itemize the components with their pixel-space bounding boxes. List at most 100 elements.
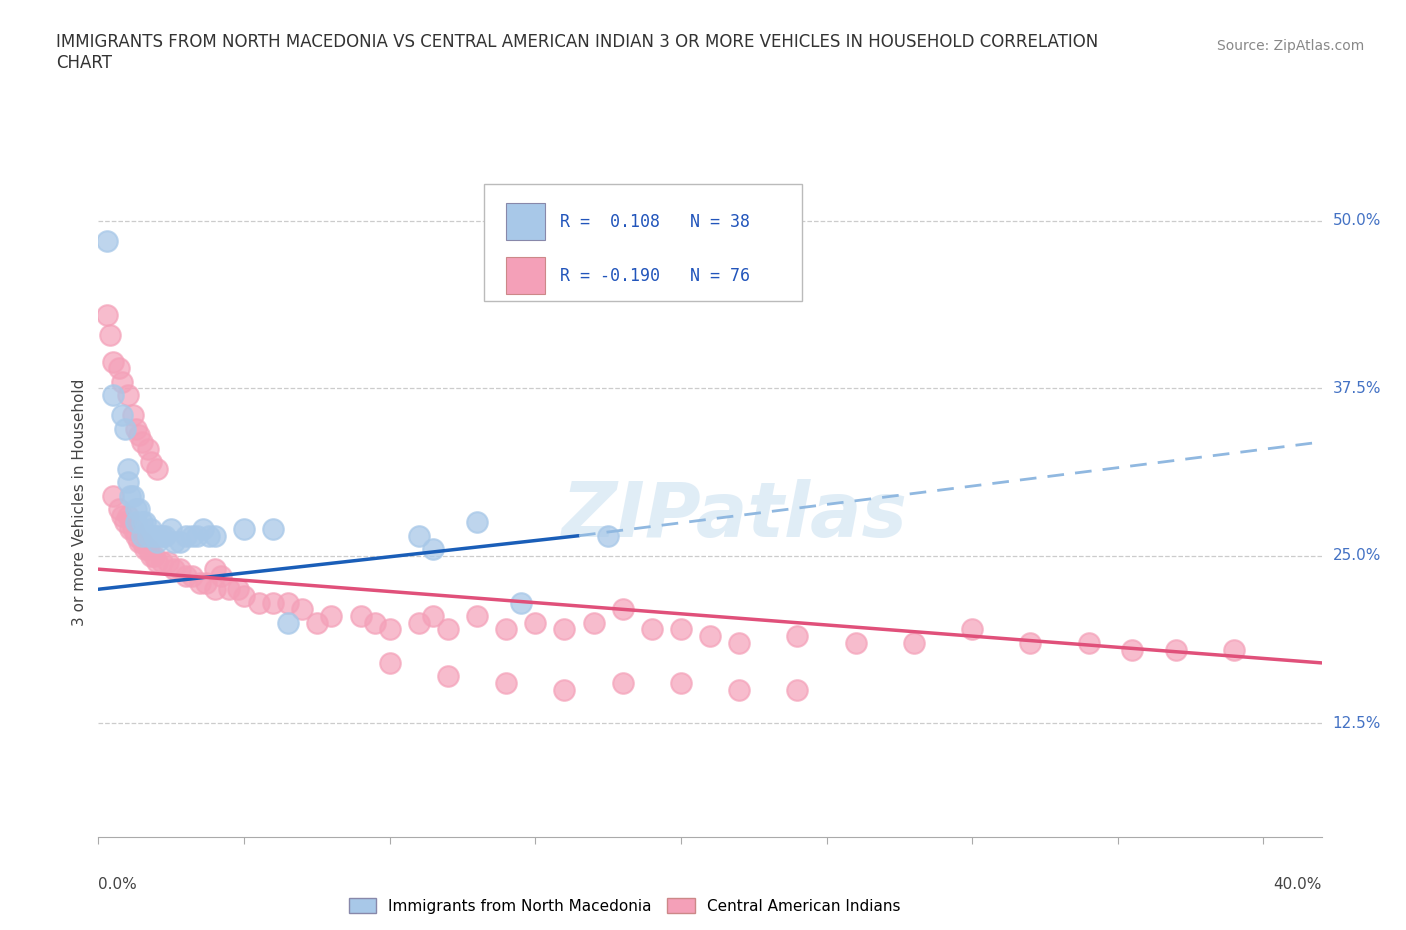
Point — [120, 488, 142, 503]
Point — [408, 528, 430, 543]
Point — [134, 515, 156, 530]
Point — [495, 622, 517, 637]
Point — [437, 669, 460, 684]
Point — [145, 528, 167, 543]
Point — [960, 622, 983, 637]
Point — [122, 522, 145, 537]
Text: R = -0.190   N = 76: R = -0.190 N = 76 — [560, 267, 749, 285]
Point — [596, 528, 619, 543]
Point — [553, 622, 575, 637]
Point — [1019, 635, 1042, 650]
Point — [1121, 642, 1143, 657]
Point — [204, 562, 226, 577]
Point — [152, 528, 174, 543]
Point — [422, 608, 444, 623]
Point — [305, 616, 328, 631]
Point — [612, 602, 634, 617]
Text: 12.5%: 12.5% — [1333, 716, 1381, 731]
Text: 40.0%: 40.0% — [1274, 877, 1322, 892]
FancyBboxPatch shape — [506, 204, 546, 240]
Point — [378, 622, 401, 637]
Point — [136, 441, 159, 456]
Point — [641, 622, 664, 637]
FancyBboxPatch shape — [506, 257, 546, 294]
Text: ZIPatlas: ZIPatlas — [561, 479, 907, 552]
Point — [163, 562, 186, 577]
Point — [120, 522, 142, 537]
Point — [422, 541, 444, 556]
Point — [669, 622, 692, 637]
Point — [553, 683, 575, 698]
Point — [174, 568, 197, 583]
Point — [111, 407, 134, 422]
Point — [122, 407, 145, 422]
Point — [262, 595, 284, 610]
Point — [114, 421, 136, 436]
Point — [198, 528, 221, 543]
Point — [98, 327, 121, 342]
Text: R =  0.108   N = 38: R = 0.108 N = 38 — [560, 213, 749, 231]
Text: 0.0%: 0.0% — [98, 877, 138, 892]
Point — [128, 501, 150, 516]
Text: CHART: CHART — [56, 54, 112, 72]
Point — [209, 568, 232, 583]
Point — [699, 629, 721, 644]
Point — [139, 455, 162, 470]
Point — [524, 616, 547, 631]
Text: 50.0%: 50.0% — [1333, 214, 1381, 229]
Point — [180, 528, 202, 543]
Point — [1164, 642, 1187, 657]
Point — [136, 528, 159, 543]
FancyBboxPatch shape — [484, 184, 801, 301]
Point — [218, 582, 240, 597]
Point — [262, 522, 284, 537]
Text: 25.0%: 25.0% — [1333, 549, 1381, 564]
Point — [364, 616, 387, 631]
Point — [465, 608, 488, 623]
Point — [128, 535, 150, 550]
Point — [139, 549, 162, 564]
Point — [291, 602, 314, 617]
Text: Source: ZipAtlas.com: Source: ZipAtlas.com — [1216, 39, 1364, 53]
Y-axis label: 3 or more Vehicles in Household: 3 or more Vehicles in Household — [72, 379, 87, 626]
Point — [169, 562, 191, 577]
Point — [125, 528, 148, 543]
Point — [163, 535, 186, 550]
Point — [122, 488, 145, 503]
Point — [136, 541, 159, 556]
Point — [465, 515, 488, 530]
Point — [128, 428, 150, 443]
Point — [145, 535, 167, 550]
Point — [786, 683, 808, 698]
Point — [321, 608, 343, 623]
Point — [131, 535, 153, 550]
Text: 37.5%: 37.5% — [1333, 381, 1381, 396]
Point — [277, 616, 299, 631]
Point — [612, 675, 634, 690]
Point — [1077, 635, 1099, 650]
Point — [408, 616, 430, 631]
Point — [509, 595, 531, 610]
Point — [786, 629, 808, 644]
Point — [114, 515, 136, 530]
Point — [349, 608, 371, 623]
Point — [193, 522, 215, 537]
Point — [226, 582, 249, 597]
Point — [96, 307, 118, 322]
Point — [204, 582, 226, 597]
Legend: Immigrants from North Macedonia, Central American Indians: Immigrants from North Macedonia, Central… — [343, 892, 907, 920]
Point — [108, 501, 131, 516]
Point — [101, 354, 124, 369]
Point — [117, 508, 139, 523]
Point — [186, 528, 208, 543]
Point — [169, 535, 191, 550]
Point — [1223, 642, 1246, 657]
Point — [117, 388, 139, 403]
Point — [247, 595, 270, 610]
Point — [728, 683, 751, 698]
Point — [117, 474, 139, 489]
Point — [139, 522, 162, 537]
Point — [101, 388, 124, 403]
Point — [277, 595, 299, 610]
Point — [495, 675, 517, 690]
